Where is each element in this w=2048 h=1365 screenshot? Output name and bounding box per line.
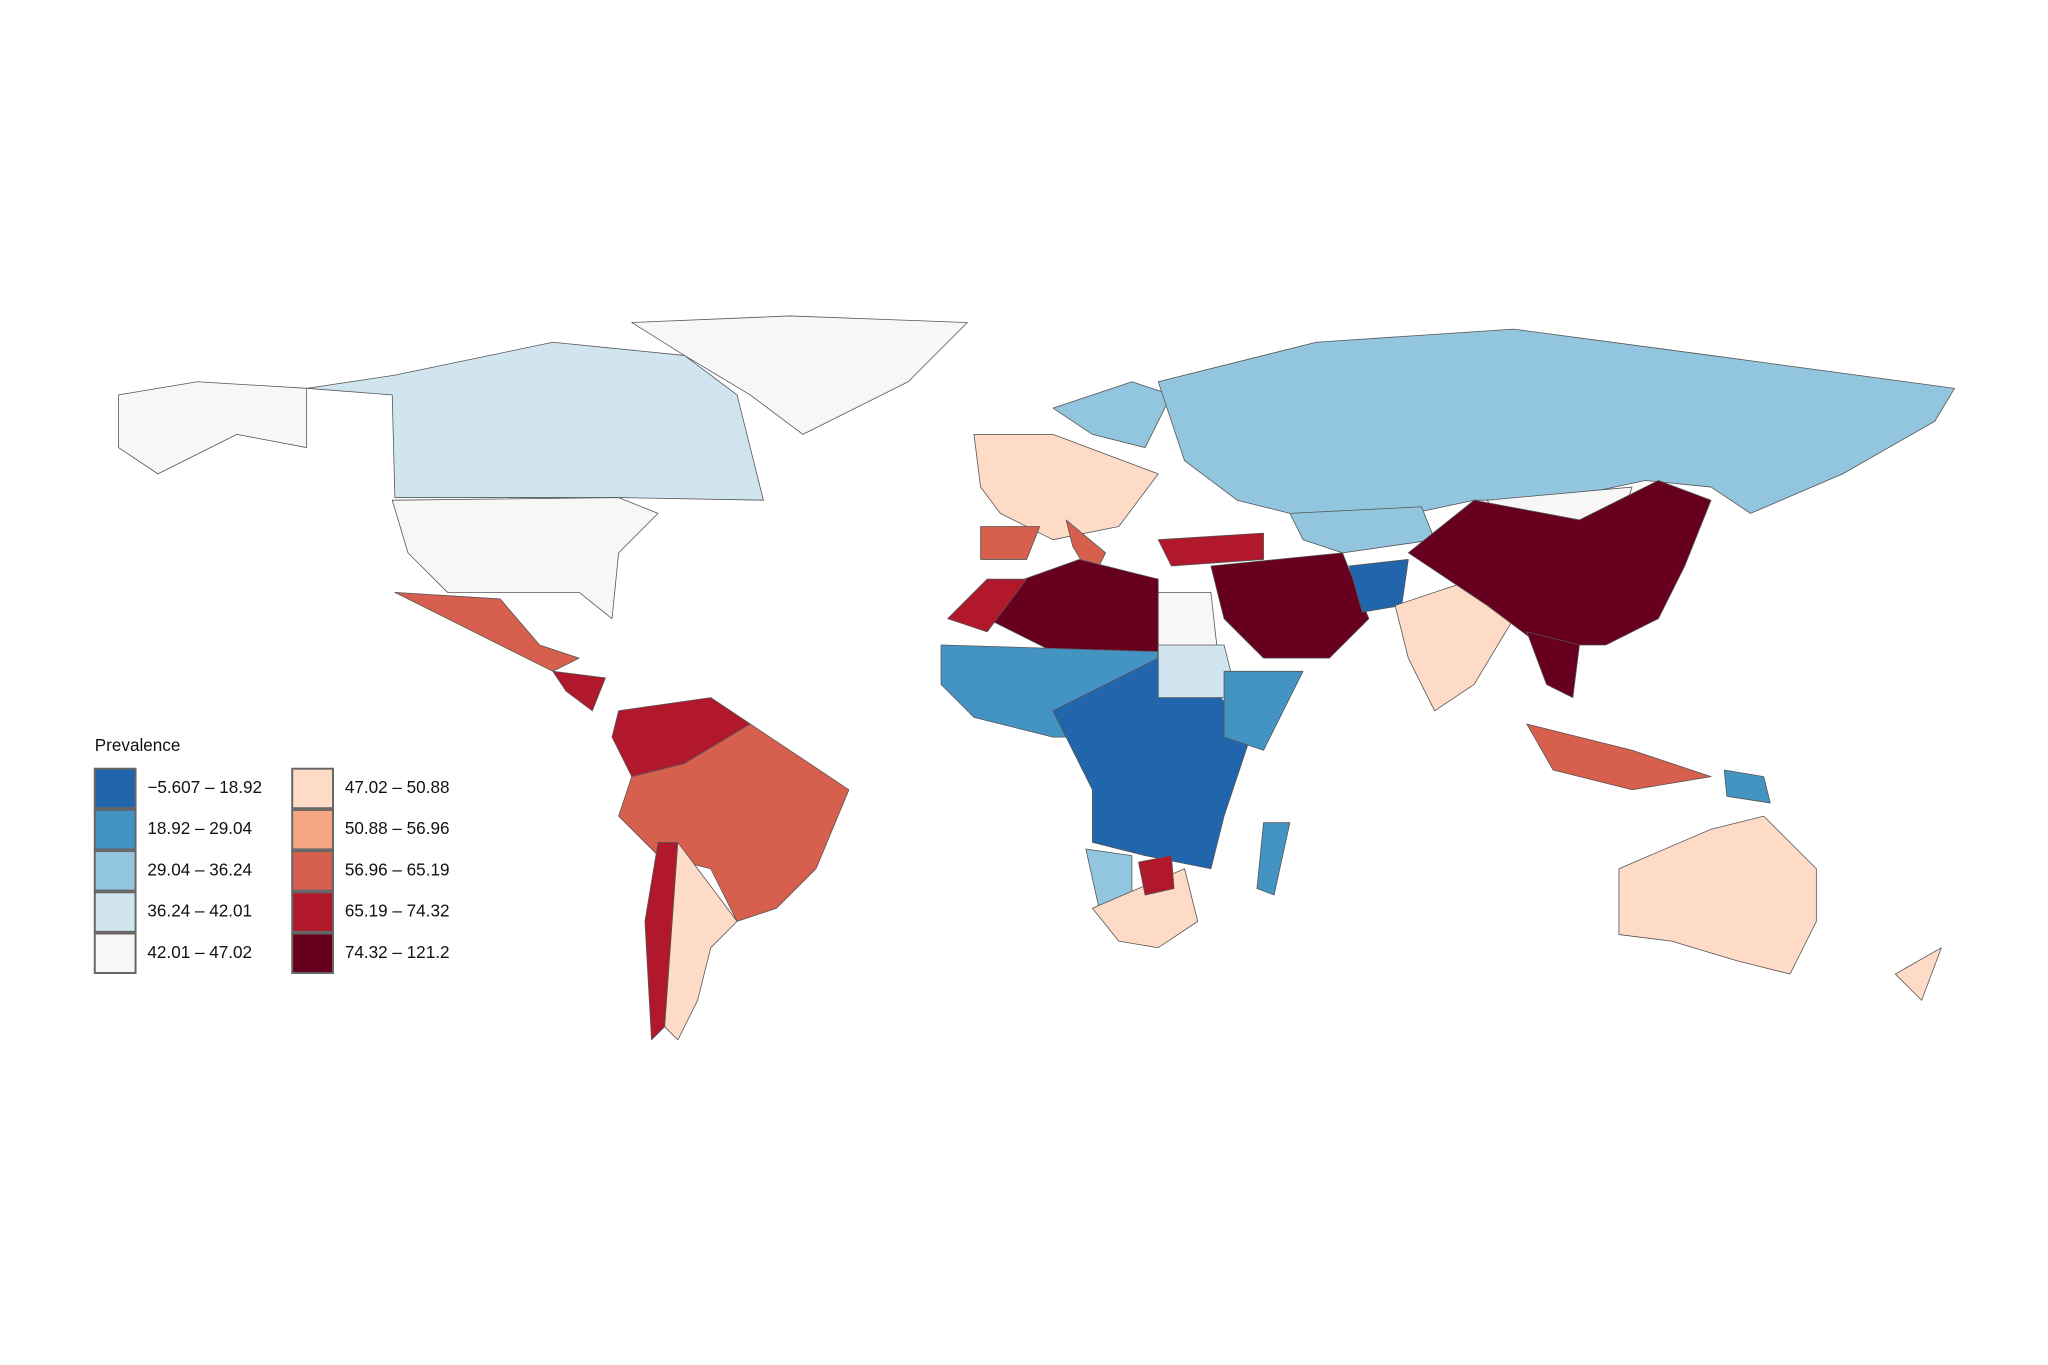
country xyxy=(1210,552,1370,659)
legend-swatch xyxy=(93,932,137,974)
country xyxy=(631,315,968,435)
land xyxy=(118,315,1955,1041)
legend-label: 29.04 – 36.24 xyxy=(147,860,252,879)
country xyxy=(947,578,1028,633)
legend-swatch xyxy=(93,808,137,851)
country xyxy=(986,559,1159,652)
country xyxy=(973,434,1159,541)
legend-label: 36.24 – 42.01 xyxy=(147,902,252,921)
country xyxy=(1157,328,1955,521)
legend-swatch xyxy=(291,891,334,933)
legend-swatch xyxy=(93,850,137,892)
country xyxy=(1157,532,1264,567)
legend-label: 47.02 – 50.88 xyxy=(345,778,450,797)
country xyxy=(391,497,659,620)
legend-label: 65.19 – 74.32 xyxy=(345,902,450,921)
country xyxy=(552,670,606,712)
country xyxy=(1407,480,1712,646)
legend-label: 50.88 – 56.96 xyxy=(345,819,450,838)
legend-swatch xyxy=(291,932,334,974)
legend: Prevalence −5.607 – 18.92 18.92 – 29.04 29… xyxy=(93,736,450,974)
legend-title: Prevalence xyxy=(95,736,181,755)
legend-label: 56.96 – 65.19 xyxy=(345,860,450,879)
legend-label: −5.607 – 18.92 xyxy=(147,778,262,797)
country xyxy=(618,723,850,922)
legend-label: 18.92 – 29.04 xyxy=(147,819,252,838)
country xyxy=(118,381,308,475)
legend-swatch xyxy=(291,767,334,810)
country xyxy=(1223,670,1304,751)
country xyxy=(1526,631,1580,699)
country xyxy=(1256,822,1291,896)
country xyxy=(664,842,738,1041)
legend-swatch xyxy=(93,891,137,933)
country xyxy=(394,591,580,672)
country xyxy=(1289,506,1436,554)
country xyxy=(1618,815,1817,975)
country xyxy=(1723,769,1771,804)
legend-label: 42.01 – 47.02 xyxy=(147,943,252,962)
legend-swatch xyxy=(93,767,137,810)
legend-label: 74.32 – 121.2 xyxy=(345,943,450,962)
country xyxy=(1138,855,1175,896)
country xyxy=(1157,591,1218,652)
legend-swatch xyxy=(291,850,334,892)
legend-swatch xyxy=(291,808,334,851)
country xyxy=(1052,381,1172,448)
country xyxy=(306,341,764,501)
country xyxy=(1894,947,1942,1001)
country xyxy=(1526,723,1712,791)
country xyxy=(980,526,1041,560)
country xyxy=(644,842,679,1041)
